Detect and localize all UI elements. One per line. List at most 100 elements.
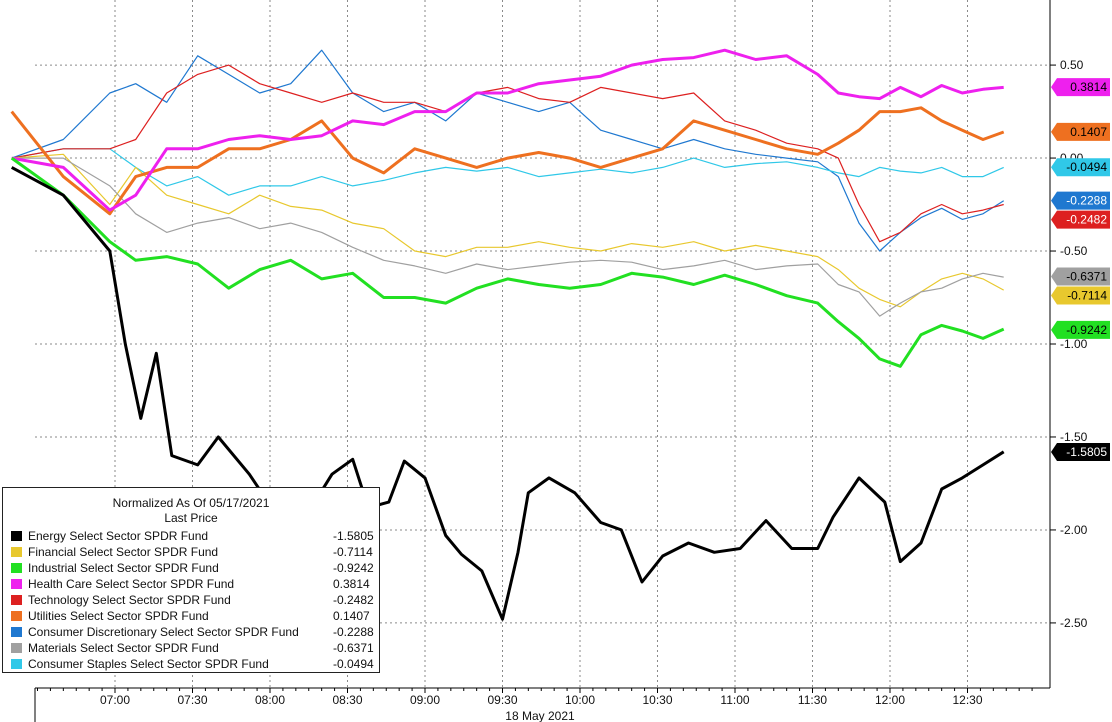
last-price-tag: -1.5805 <box>1051 442 1110 461</box>
legend-series-name: Utilities Select Sector SPDR Fund <box>28 609 209 623</box>
legend-row: Health Care Select Sector SPDR Fund 0.381… <box>11 576 373 592</box>
tag-value: 0.1407 <box>1070 125 1107 139</box>
x-tick-label: 09:00 <box>410 693 440 707</box>
grid-lines <box>34 0 1051 722</box>
last-price-tag: 0.3814 <box>1051 78 1110 97</box>
legend-rows: Energy Select Sector SPDR Fund -1.5805 Fin… <box>11 528 374 672</box>
last-price-tag: -0.2482 <box>1051 210 1110 229</box>
tag-background <box>1051 191 1110 210</box>
legend-swatch <box>11 531 22 541</box>
tag-background <box>1051 158 1110 177</box>
tag-value: -1.5805 <box>1066 445 1107 459</box>
legend-series-name: Consumer Staples Select Sector SPDR Fund <box>28 657 269 671</box>
legend-series-name: Energy Select Sector SPDR Fund <box>28 529 209 543</box>
series-line <box>11 48 1004 212</box>
legend-swatch <box>11 563 22 573</box>
x-tick-label: 07:30 <box>177 693 207 707</box>
y-tick-label: -1.50 <box>1060 430 1088 444</box>
last-price-tag: -0.0494 <box>1051 158 1110 177</box>
tag-background <box>1051 210 1110 229</box>
legend-series-name: Financial Select Sector SPDR Fund <box>28 545 219 559</box>
series-line <box>11 153 1004 308</box>
x-tick-label: 10:00 <box>565 693 595 707</box>
legend-swatch <box>11 547 22 557</box>
legend-swatch <box>11 611 22 621</box>
tag-background <box>1051 122 1110 141</box>
legend-series-name: Consumer Discretionary Select Sector SPD… <box>28 625 299 639</box>
legend-last-price: -0.2288 <box>333 625 374 639</box>
x-tick-label: 10:30 <box>642 693 672 707</box>
legend-row: Industrial Select Sector SPDR Fund -0.924… <box>11 560 374 576</box>
tag-value: -0.2482 <box>1066 213 1107 227</box>
y-tick-label: -0.50 <box>1060 244 1088 258</box>
x-tick-label: 11:00 <box>720 693 749 707</box>
legend-subtitle: Last Price <box>164 511 218 525</box>
tag-value: -0.2288 <box>1066 194 1107 208</box>
legend-row: Materials Select Sector SPDR Fund -0.6371 <box>11 640 374 656</box>
legend-swatch <box>11 643 22 653</box>
legend-last-price: -0.0494 <box>333 657 374 671</box>
tag-value: -0.7114 <box>1067 289 1107 303</box>
legend-swatch <box>11 595 22 605</box>
legend-row: Financial Select Sector SPDR Fund -0.7114 <box>11 544 373 560</box>
legend-row: Technology Select Sector SPDR Fund -0.248… <box>11 592 374 608</box>
tag-background <box>1051 267 1110 286</box>
last-price-tags: 0.3814 0.1407 -0.0494 -0.2288 -0.2482 -0.6371… <box>1051 78 1110 461</box>
x-tick-label: 08:00 <box>255 693 285 707</box>
tag-value: -0.9242 <box>1066 323 1107 337</box>
legend-row: Utilities Select Sector SPDR Fund 0.1407 <box>11 608 373 624</box>
legend-series-name: Materials Select Sector SPDR Fund <box>28 641 219 655</box>
x-axis: 07:00 07:30 08:00 08:30 09:00 09:30 10:00 10:30… <box>37 688 1033 722</box>
x-tick-label: 09:30 <box>487 693 517 707</box>
legend-series-name: Health Care Select Sector SPDR Fund <box>28 577 235 591</box>
last-price-tag: -0.7114 <box>1051 286 1110 305</box>
tag-background <box>1051 78 1110 97</box>
series-line <box>11 64 1004 243</box>
tag-background <box>1051 320 1110 339</box>
tag-value: 0.3814 <box>1070 80 1107 94</box>
tag-background <box>1051 286 1110 305</box>
x-tick-label: 08:30 <box>332 693 362 707</box>
series-line <box>10 106 1005 216</box>
legend-last-price: -1.5805 <box>333 529 374 543</box>
last-price-tag: -0.2288 <box>1051 191 1110 210</box>
series-line <box>10 166 1005 621</box>
last-price-tag: 0.1407 <box>1051 122 1110 141</box>
x-tick-label: 12:00 <box>875 693 905 707</box>
legend-row: Consumer Staples Select Sector SPDR Fund… <box>11 656 374 672</box>
y-axis: 0.500.00-0.50-1.00-1.50-2.00-2.50 <box>1050 58 1088 630</box>
legend-series-name: Industrial Select Sector SPDR Fund <box>28 561 219 575</box>
legend-last-price: -0.6371 <box>333 641 374 655</box>
legend-swatch <box>11 659 22 669</box>
series-line <box>10 156 1005 368</box>
y-tick-label: -2.50 <box>1060 616 1088 630</box>
series-lines <box>10 48 1005 621</box>
x-tick-label: 07:00 <box>100 693 130 707</box>
series-line <box>11 49 1005 252</box>
legend: Normalized As Of 05/17/2021 Last Price E… <box>2 487 380 673</box>
x-axis-label: 18 May 2021 <box>505 709 575 722</box>
y-tick-label: -2.00 <box>1060 523 1088 537</box>
legend-title: Normalized As Of 05/17/2021 <box>112 496 270 510</box>
legend-series-name: Technology Select Sector SPDR Fund <box>28 593 231 607</box>
legend-last-price: -0.7114 <box>333 545 373 559</box>
legend-last-price: 0.3814 <box>333 577 370 591</box>
tag-value: -0.6371 <box>1066 270 1107 284</box>
legend-last-price: 0.1407 <box>333 609 370 623</box>
legend-last-price: -0.2482 <box>333 593 374 607</box>
legend-swatch <box>11 579 22 589</box>
series-line <box>11 157 1004 317</box>
legend-row: Consumer Discretionary Select Sector SPD… <box>11 624 374 640</box>
legend-row: Energy Select Sector SPDR Fund -1.5805 <box>11 528 374 544</box>
tag-background <box>1051 442 1110 461</box>
series-line <box>11 148 1004 196</box>
last-price-tag: -0.9242 <box>1051 320 1110 339</box>
y-tick-label: -1.00 <box>1060 337 1088 351</box>
x-tick-label: 12:30 <box>952 693 982 707</box>
legend-last-price: -0.9242 <box>333 561 374 575</box>
last-price-tag: -0.6371 <box>1051 267 1110 286</box>
tag-value: -0.0494 <box>1066 160 1107 174</box>
y-tick-label: 0.50 <box>1060 58 1084 72</box>
x-tick-label: 11:30 <box>798 693 827 707</box>
